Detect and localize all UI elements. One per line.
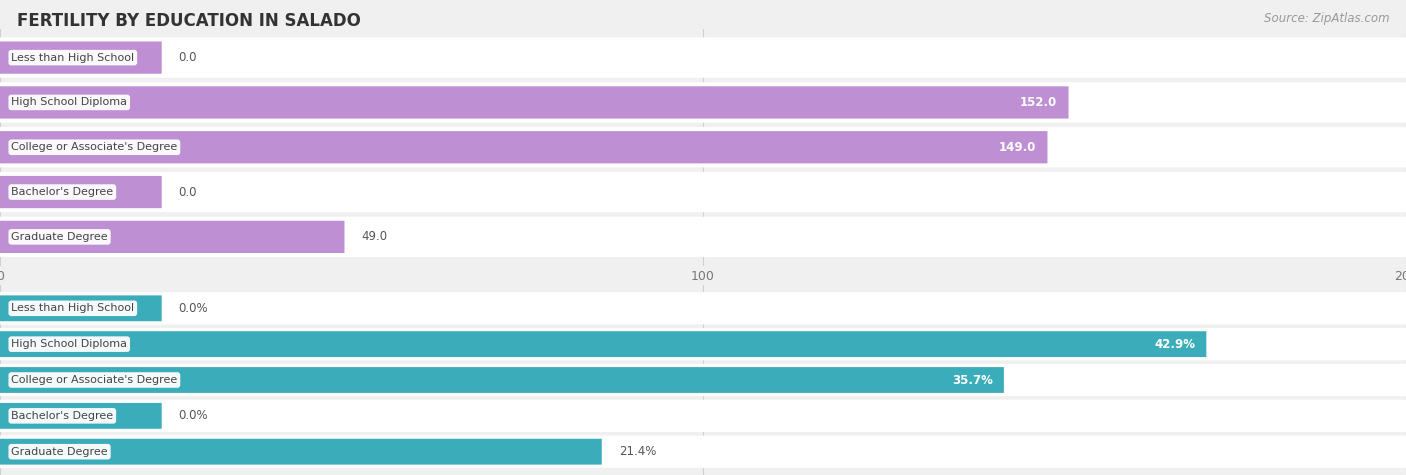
FancyBboxPatch shape <box>0 86 1069 119</box>
Text: FERTILITY BY EDUCATION IN SALADO: FERTILITY BY EDUCATION IN SALADO <box>17 12 361 30</box>
FancyBboxPatch shape <box>0 403 162 429</box>
Text: Graduate Degree: Graduate Degree <box>11 446 108 456</box>
FancyBboxPatch shape <box>0 127 1406 167</box>
Text: 0.0: 0.0 <box>179 51 197 64</box>
Text: 42.9%: 42.9% <box>1154 338 1195 351</box>
Text: High School Diploma: High School Diploma <box>11 97 128 107</box>
FancyBboxPatch shape <box>0 292 1406 324</box>
Text: Less than High School: Less than High School <box>11 304 135 314</box>
Text: Graduate Degree: Graduate Degree <box>11 232 108 242</box>
FancyBboxPatch shape <box>0 221 344 253</box>
Text: Source: ZipAtlas.com: Source: ZipAtlas.com <box>1264 12 1389 25</box>
FancyBboxPatch shape <box>0 439 602 465</box>
Text: 0.0%: 0.0% <box>179 302 208 315</box>
Text: 149.0: 149.0 <box>998 141 1036 154</box>
FancyBboxPatch shape <box>0 41 162 74</box>
FancyBboxPatch shape <box>0 364 1406 396</box>
FancyBboxPatch shape <box>0 82 1406 123</box>
FancyBboxPatch shape <box>0 38 1406 78</box>
Text: Bachelor's Degree: Bachelor's Degree <box>11 411 114 421</box>
FancyBboxPatch shape <box>0 172 1406 212</box>
Text: College or Associate's Degree: College or Associate's Degree <box>11 375 177 385</box>
Text: 0.0: 0.0 <box>179 186 197 199</box>
Text: Less than High School: Less than High School <box>11 53 135 63</box>
FancyBboxPatch shape <box>0 295 162 321</box>
FancyBboxPatch shape <box>0 217 1406 257</box>
FancyBboxPatch shape <box>0 436 1406 468</box>
FancyBboxPatch shape <box>0 367 1004 393</box>
Text: 0.0%: 0.0% <box>179 409 208 422</box>
Text: 21.4%: 21.4% <box>619 445 657 458</box>
Text: College or Associate's Degree: College or Associate's Degree <box>11 142 177 152</box>
FancyBboxPatch shape <box>0 328 1406 360</box>
FancyBboxPatch shape <box>0 176 162 208</box>
FancyBboxPatch shape <box>0 331 1206 357</box>
FancyBboxPatch shape <box>0 131 1047 163</box>
Text: 49.0: 49.0 <box>361 230 388 243</box>
Text: 152.0: 152.0 <box>1021 96 1057 109</box>
Text: High School Diploma: High School Diploma <box>11 339 128 349</box>
FancyBboxPatch shape <box>0 400 1406 432</box>
Text: Bachelor's Degree: Bachelor's Degree <box>11 187 114 197</box>
Text: 35.7%: 35.7% <box>952 373 993 387</box>
